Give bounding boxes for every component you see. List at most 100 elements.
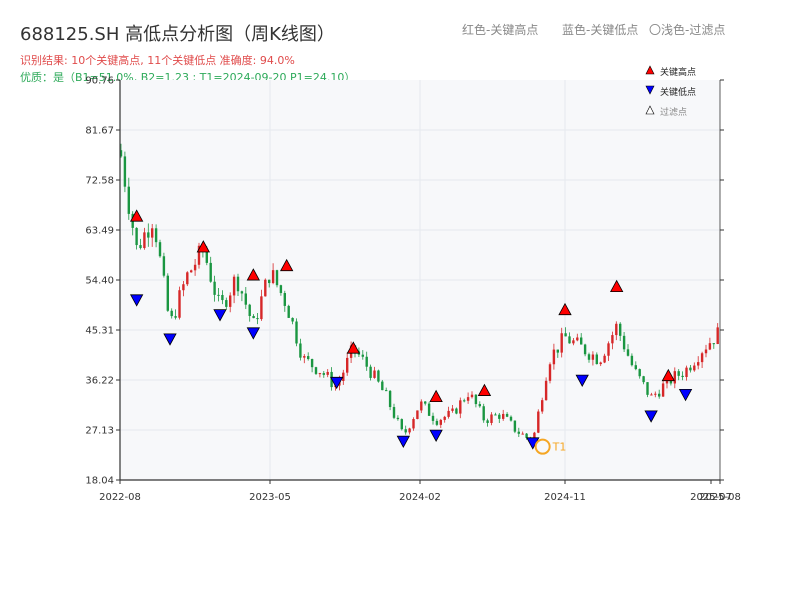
candle-body (677, 371, 680, 376)
candle-body (490, 414, 493, 423)
x-tick-label: 2024-11 (544, 492, 586, 503)
x-tick-label: 2023-05 (249, 492, 291, 503)
x-tick-label: 2025-07 (690, 492, 732, 503)
candle-body (548, 364, 552, 381)
candle-body (689, 367, 692, 371)
candle-body (599, 362, 602, 365)
candle-body (174, 316, 177, 318)
candle-body (502, 413, 505, 419)
candle-body (498, 414, 501, 419)
candle-body (170, 310, 173, 317)
candle-body (396, 417, 400, 420)
candle-body (611, 335, 614, 344)
candle-body (654, 393, 657, 395)
candle-body (369, 366, 372, 378)
candle-body (236, 276, 240, 292)
candle-body (466, 397, 470, 401)
candle-body (708, 343, 712, 350)
candle-body (193, 264, 197, 271)
y-tick-label: 45.31 (85, 326, 114, 337)
candle-body (143, 232, 146, 249)
y-tick-label: 18.04 (85, 476, 114, 487)
candle-body (505, 413, 509, 417)
key-low-marker (429, 429, 443, 442)
candle-body (525, 433, 528, 438)
candle-body (326, 371, 329, 375)
candle-body (232, 276, 236, 296)
candle-body (673, 371, 676, 384)
candle-body (463, 400, 466, 402)
key-low-marker (213, 309, 227, 322)
candle-body (186, 272, 189, 285)
y-tick-label: 81.67 (85, 126, 114, 137)
t1-label: T1 (552, 441, 567, 454)
candle-body (697, 362, 700, 366)
candle-body (650, 394, 653, 396)
candle-body (377, 370, 380, 382)
candle-body (291, 317, 294, 322)
candle-body (264, 279, 267, 297)
candle-body (310, 359, 314, 368)
candle-body (630, 355, 634, 366)
candle-body (365, 356, 368, 367)
candle-body (400, 419, 403, 430)
candle-body (299, 343, 302, 358)
key-low-marker (163, 333, 177, 346)
candle-body (661, 383, 665, 397)
candle-body (716, 327, 719, 345)
candle-body (447, 410, 450, 417)
candle-body (123, 156, 127, 187)
candle-body (240, 291, 244, 294)
candle-body (681, 375, 684, 378)
candle-body (626, 349, 630, 356)
candle-body (346, 357, 349, 373)
candle-body (221, 294, 224, 301)
candle-body (287, 305, 290, 318)
candle-body (373, 370, 376, 378)
candle-body (190, 270, 193, 273)
candle-body (275, 270, 279, 286)
y-tick-label: 27.13 (85, 426, 114, 437)
candle-body (178, 290, 181, 318)
candle-body (451, 408, 454, 411)
candle-body (381, 381, 384, 391)
legend-high-label: 关键高点 (660, 66, 696, 78)
candle-body (552, 349, 556, 365)
candle-body (420, 401, 423, 411)
candle-body (322, 373, 325, 375)
candle-body (494, 414, 497, 416)
candle-body (307, 356, 310, 360)
pivot-markers: T1 (129, 209, 693, 455)
candle-body (560, 333, 563, 353)
candle-body (225, 300, 228, 307)
candle-body (615, 323, 618, 336)
candle-body (244, 293, 247, 305)
candle-body (268, 279, 271, 284)
candle-body (576, 337, 579, 341)
candle-body (642, 376, 645, 383)
candle-body (252, 315, 255, 319)
candle-body (162, 256, 166, 276)
candle-body (564, 333, 567, 337)
key-high-marker (477, 383, 492, 396)
candle-body (459, 400, 462, 414)
candle-body (271, 270, 275, 284)
candle-body (537, 411, 540, 433)
candle-body (119, 150, 123, 157)
candle-body (693, 365, 696, 371)
candle-body (135, 227, 138, 246)
candle-body (342, 372, 345, 381)
candle-body (704, 349, 708, 354)
key-high-marker (558, 302, 572, 316)
candle-body (182, 284, 185, 291)
key-high-marker (279, 258, 294, 272)
legend-high-text: 红色-关键高点 (462, 23, 539, 37)
candle-body (646, 382, 649, 395)
candle-body (470, 394, 474, 398)
candle-body (256, 318, 259, 320)
key-high-marker (429, 389, 443, 403)
key-high-marker (346, 341, 361, 354)
legend-filtered-marker (645, 105, 655, 115)
candle-body (205, 250, 208, 263)
